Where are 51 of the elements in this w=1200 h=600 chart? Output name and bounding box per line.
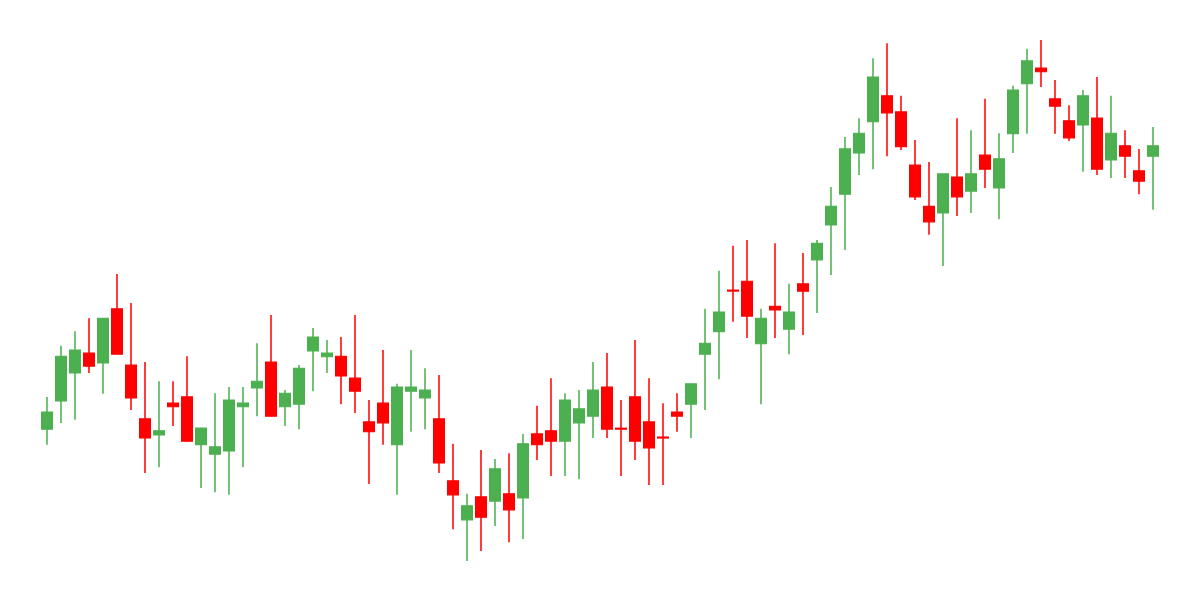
candlestick [418, 367, 432, 430]
candlestick [334, 336, 348, 405]
candlestick [782, 283, 796, 355]
candlestick [726, 245, 740, 323]
candlestick [852, 117, 866, 176]
candlestick [1020, 48, 1034, 135]
candlestick [1146, 126, 1160, 211]
candlestick [810, 239, 824, 314]
candlestick [964, 129, 978, 214]
candlestick [824, 186, 838, 276]
candlestick [922, 161, 936, 236]
candlestick [376, 349, 390, 446]
candlestick [530, 404, 544, 461]
candlestick [502, 452, 516, 544]
candlestick [82, 317, 96, 374]
candlestick [152, 380, 166, 468]
candlestick [320, 339, 334, 374]
candlestick [474, 449, 488, 552]
candlestick [278, 389, 292, 427]
candlestick [68, 330, 82, 421]
candlestick [348, 314, 362, 414]
candlestick [768, 242, 782, 339]
candlestick [614, 399, 628, 477]
candlestick [250, 342, 264, 417]
candlestick [978, 98, 992, 189]
candlestick [1132, 148, 1146, 195]
candlestick [166, 380, 180, 427]
candlestick [404, 349, 418, 433]
candlestick [712, 270, 726, 380]
candlestick [1118, 129, 1132, 179]
candlestick [40, 396, 54, 446]
candlestick [194, 427, 208, 489]
candlestick [446, 443, 460, 530]
candlestick [236, 386, 250, 468]
candlestick [460, 493, 474, 561]
candlestick [796, 252, 810, 336]
candlestick [1034, 40, 1048, 88]
candlestick [362, 399, 376, 485]
candlestick [950, 117, 964, 217]
candlestick [138, 361, 152, 474]
candlestick [698, 308, 712, 411]
candlestick [306, 327, 320, 392]
candlestick [670, 392, 684, 433]
candlestick [1062, 104, 1076, 142]
candlestick [684, 383, 698, 439]
candlestick [572, 389, 586, 480]
candlestick [544, 377, 558, 477]
candlestick [656, 402, 670, 486]
candlestick [880, 42, 894, 157]
candlestick [208, 392, 222, 493]
candlestick [1048, 79, 1062, 135]
